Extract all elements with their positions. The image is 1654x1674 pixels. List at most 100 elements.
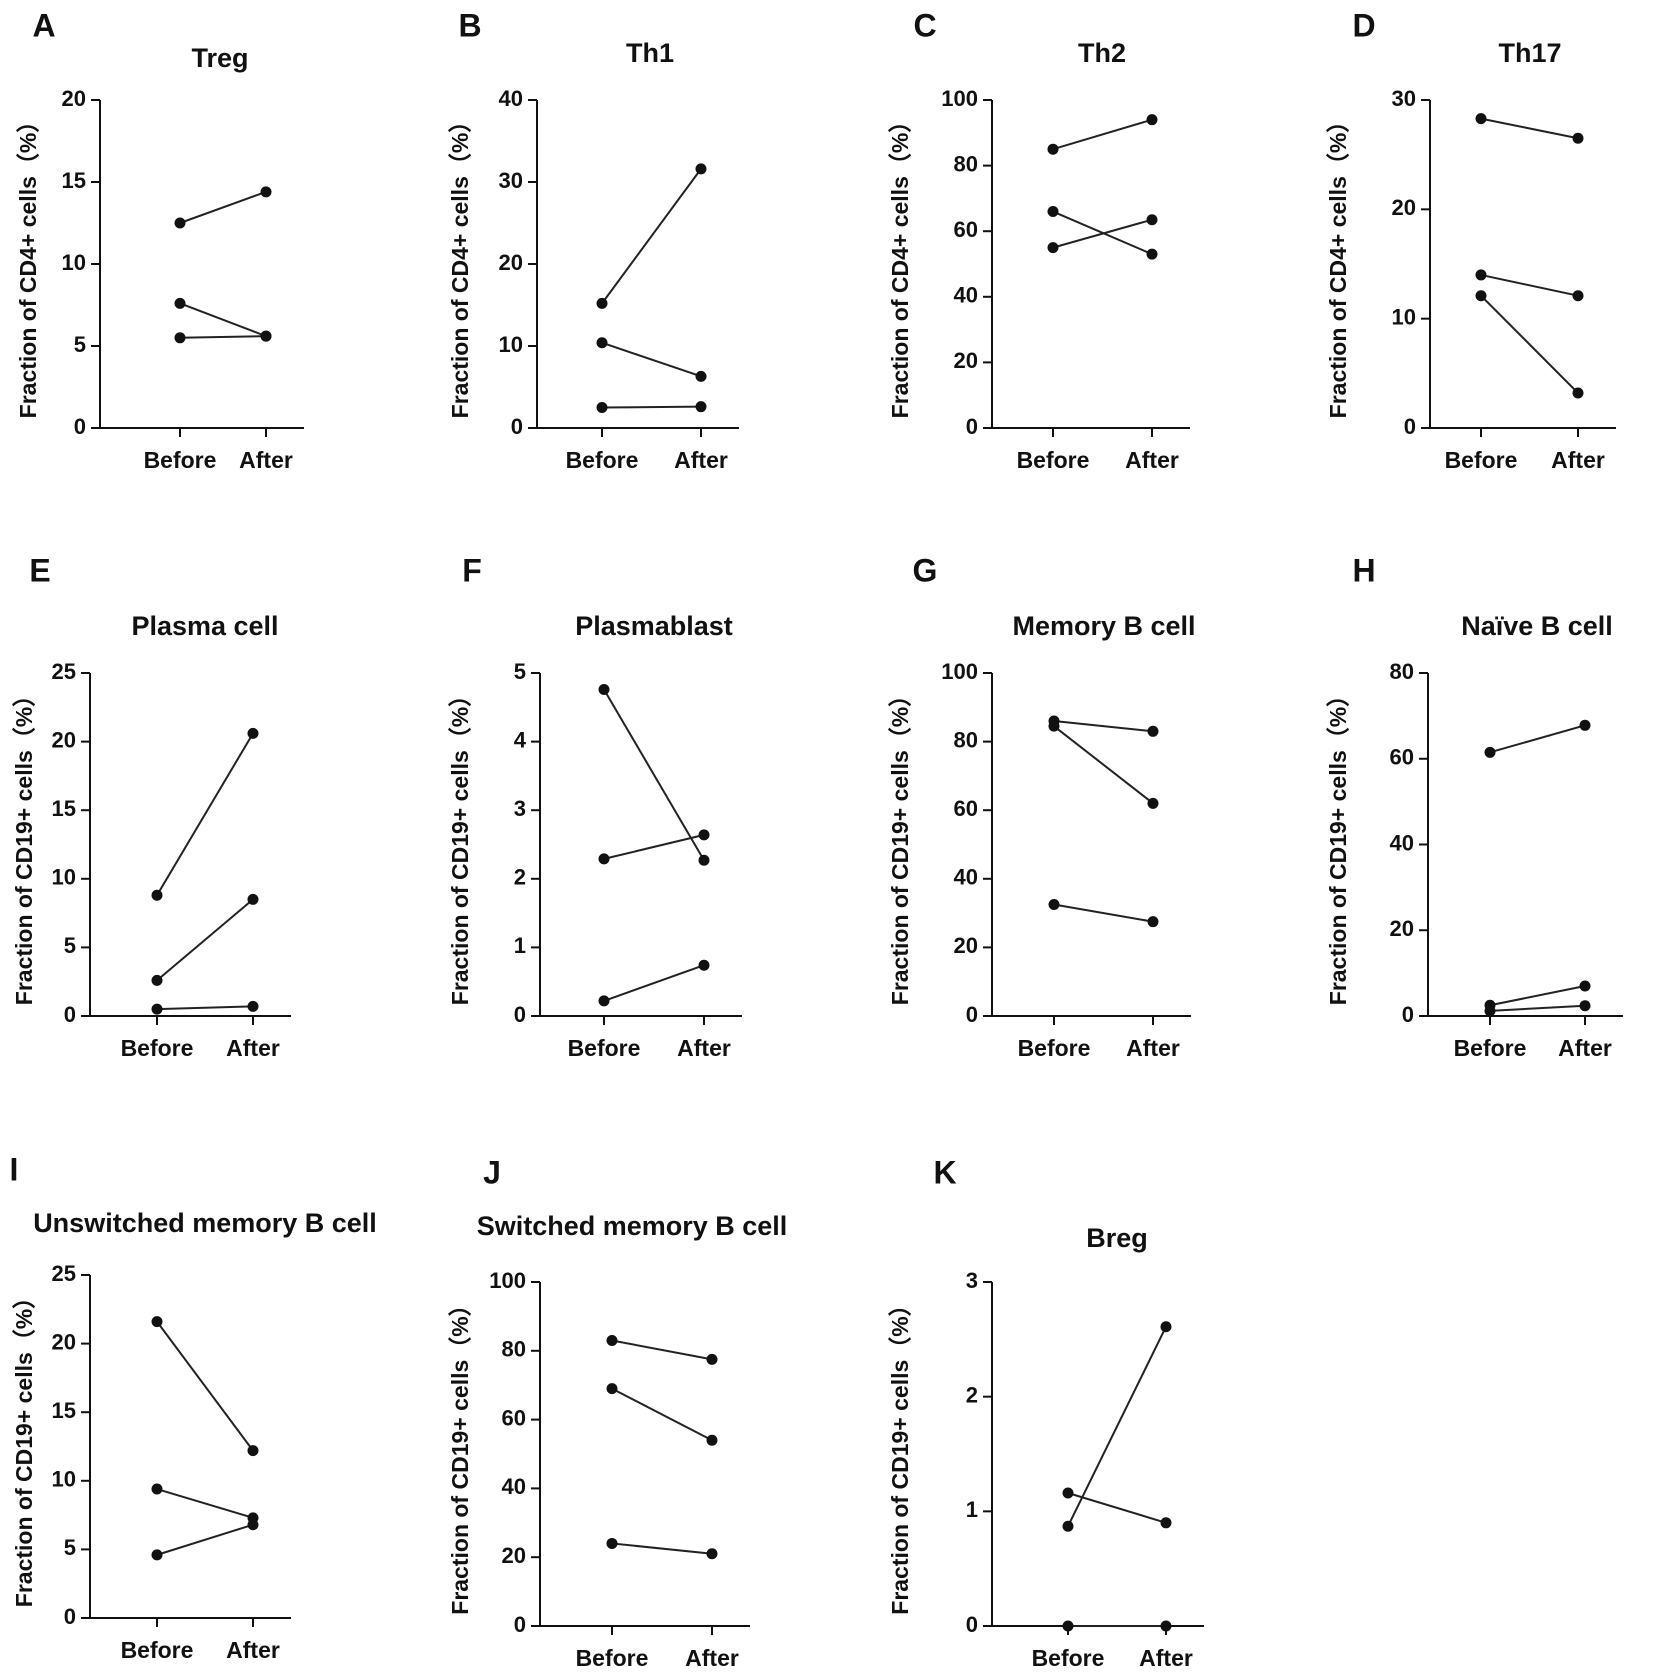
- y-tick-label: 0: [514, 1612, 526, 1637]
- series-line: [1489, 724, 1586, 754]
- panel-h: H Naïve B cell 0 20 40 60 80 Before After Fractio…: [1325, 552, 1623, 1061]
- x-tick-label: After: [1126, 1035, 1180, 1061]
- data-point-after: [1147, 916, 1159, 928]
- panel-title: Unswitched memory B cell: [33, 1208, 377, 1238]
- x-tick-label: After: [685, 1645, 739, 1671]
- data-point-before: [606, 1383, 618, 1395]
- x-tick-label: After: [1551, 447, 1605, 473]
- series-line: [1067, 1326, 1167, 1527]
- y-tick-label: 0: [74, 414, 86, 439]
- panel-letter: B: [458, 7, 481, 43]
- series-line: [156, 1488, 254, 1519]
- data-point-before: [1475, 269, 1487, 281]
- series-line: [1052, 218, 1153, 249]
- series-line: [611, 1339, 713, 1361]
- y-tick-label: 1: [514, 933, 526, 958]
- series-line: [179, 190, 267, 224]
- y-tick-label: 10: [52, 1467, 76, 1492]
- panel-letter: C: [913, 7, 936, 43]
- series-line: [179, 302, 267, 338]
- series-line: [1480, 273, 1579, 297]
- panel-d: D Th17 0 10 20 30 Before After Fraction of CD4+ …: [1325, 7, 1616, 473]
- data-point-before: [174, 332, 186, 344]
- data-point-after: [247, 727, 259, 739]
- y-tick-label: 40: [499, 86, 523, 111]
- y-tick-label: 80: [1390, 659, 1414, 684]
- panel-b: B Th1 0 10 20 30 40 Before After Fraction of CD4+…: [447, 7, 739, 473]
- panel-title: Th2: [1078, 38, 1126, 68]
- y-tick-label: 100: [489, 1268, 526, 1293]
- series-line: [603, 833, 705, 860]
- data-point-before: [151, 889, 163, 901]
- panel-letter: D: [1352, 7, 1375, 43]
- y-tick-label: 30: [499, 168, 523, 193]
- series-line: [156, 898, 254, 982]
- x-tick-label: Before: [568, 1035, 641, 1061]
- series-line: [156, 1005, 254, 1011]
- y-tick-label: 20: [1392, 195, 1416, 220]
- x-tick-label: Before: [1032, 1645, 1105, 1671]
- y-tick-label: 15: [52, 1398, 76, 1423]
- y-axis-label: Fraction of CD4+ cells（%）: [15, 110, 41, 419]
- data-point-before: [151, 1003, 163, 1015]
- panel-title: Memory B cell: [1012, 611, 1195, 641]
- y-tick-label: 10: [1392, 304, 1416, 329]
- y-axis-label: Fraction of CD19+ cells（%）: [11, 684, 37, 1005]
- panel-j: J Switched memory B cell 0 20 40 60 80 100 Befor…: [447, 1154, 787, 1671]
- y-tick-label: 5: [514, 659, 526, 684]
- data-point-after: [247, 1000, 259, 1012]
- y-tick-label: 20: [954, 933, 978, 958]
- y-tick-label: 5: [64, 1535, 76, 1560]
- y-tick-label: 0: [64, 1604, 76, 1629]
- y-tick-label: 30: [1392, 86, 1416, 111]
- y-tick-label: 0: [64, 1002, 76, 1027]
- data-point-before: [1475, 113, 1487, 125]
- series-line: [1489, 1004, 1586, 1012]
- y-tick-label: 5: [74, 332, 86, 357]
- data-point-after: [698, 829, 710, 841]
- x-tick-label: Before: [1445, 447, 1518, 473]
- panel-letter: J: [483, 1154, 501, 1190]
- series-line: [611, 1387, 713, 1442]
- x-tick-label: After: [239, 447, 293, 473]
- y-tick-label: 40: [954, 865, 978, 890]
- data-point-after: [1572, 132, 1584, 144]
- panel-title: Naïve B cell: [1461, 611, 1613, 641]
- y-tick-label: 20: [1390, 916, 1414, 941]
- data-point-after: [1579, 980, 1591, 992]
- panel-title: Th17: [1498, 38, 1561, 68]
- panel-letter: G: [913, 552, 938, 588]
- y-tick-label: 40: [502, 1474, 526, 1499]
- y-tick-label: 80: [954, 151, 978, 176]
- y-tick-label: 60: [502, 1405, 526, 1430]
- y-axis-label: Fraction of CD4+ cells（%）: [1325, 110, 1351, 419]
- y-tick-label: 80: [954, 727, 978, 752]
- y-axis-label: Fraction of CD19+ cells（%）: [447, 1293, 473, 1614]
- y-axis-label: Fraction of CD19+ cells（%）: [447, 684, 473, 1005]
- series-line: [601, 405, 702, 409]
- data-point-before: [1484, 746, 1496, 758]
- data-point-after: [706, 1548, 718, 1560]
- y-tick-label: 20: [499, 250, 523, 275]
- data-point-before: [1484, 1005, 1496, 1017]
- y-axis-label: Fraction of CD19+ cells（%）: [11, 1286, 37, 1607]
- y-tick-label: 20: [52, 1329, 76, 1354]
- data-point-after: [1147, 725, 1159, 737]
- data-point-before: [596, 297, 608, 309]
- panel-title: Switched memory B cell: [477, 1211, 788, 1241]
- y-tick-label: 10: [499, 332, 523, 357]
- panel-letter: F: [462, 552, 482, 588]
- y-tick-label: 4: [514, 727, 527, 752]
- data-point-before: [151, 1483, 163, 1495]
- y-tick-label: 0: [1404, 414, 1416, 439]
- y-tick-label: 60: [954, 217, 978, 242]
- x-tick-label: After: [674, 447, 728, 473]
- series-line: [1053, 720, 1154, 733]
- y-tick-label: 80: [502, 1337, 526, 1362]
- data-point-after: [1160, 1620, 1172, 1632]
- x-tick-label: Before: [1454, 1035, 1527, 1061]
- data-point-after: [1579, 1000, 1591, 1012]
- panel-k: K Breg 0 1 2 3 Before After Fraction of CD19+ ce…: [887, 1154, 1204, 1671]
- y-tick-label: 3: [514, 796, 526, 821]
